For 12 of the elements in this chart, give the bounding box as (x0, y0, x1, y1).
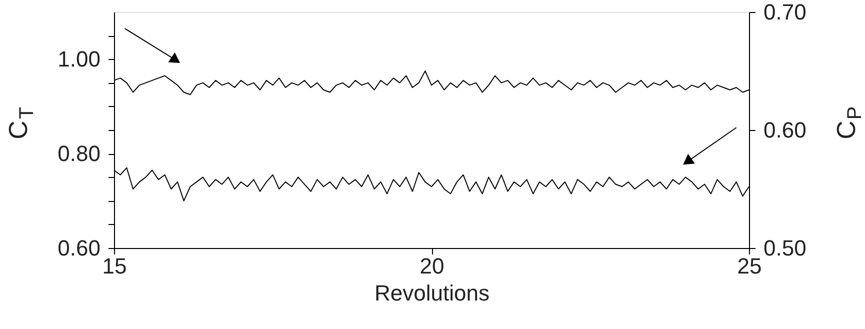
y2-tick-label: 0.50 (764, 236, 806, 260)
x-axis-title: Revolutions (374, 280, 490, 306)
y2-axis-title: CP (831, 106, 865, 140)
x-tick-label: 20 (420, 254, 444, 278)
x-tick-label: 25 (737, 254, 762, 278)
y2-tick-label: 0.70 (764, 0, 806, 24)
y-tick-label: 0.60 (58, 236, 100, 260)
y-axis-title: CT (3, 106, 38, 140)
y2-tick-label: 0.60 (764, 118, 806, 142)
x-tick-label: 15 (102, 254, 127, 278)
y-tick-label: 1.00 (58, 46, 100, 72)
y-tick-label: 0.80 (58, 141, 100, 166)
